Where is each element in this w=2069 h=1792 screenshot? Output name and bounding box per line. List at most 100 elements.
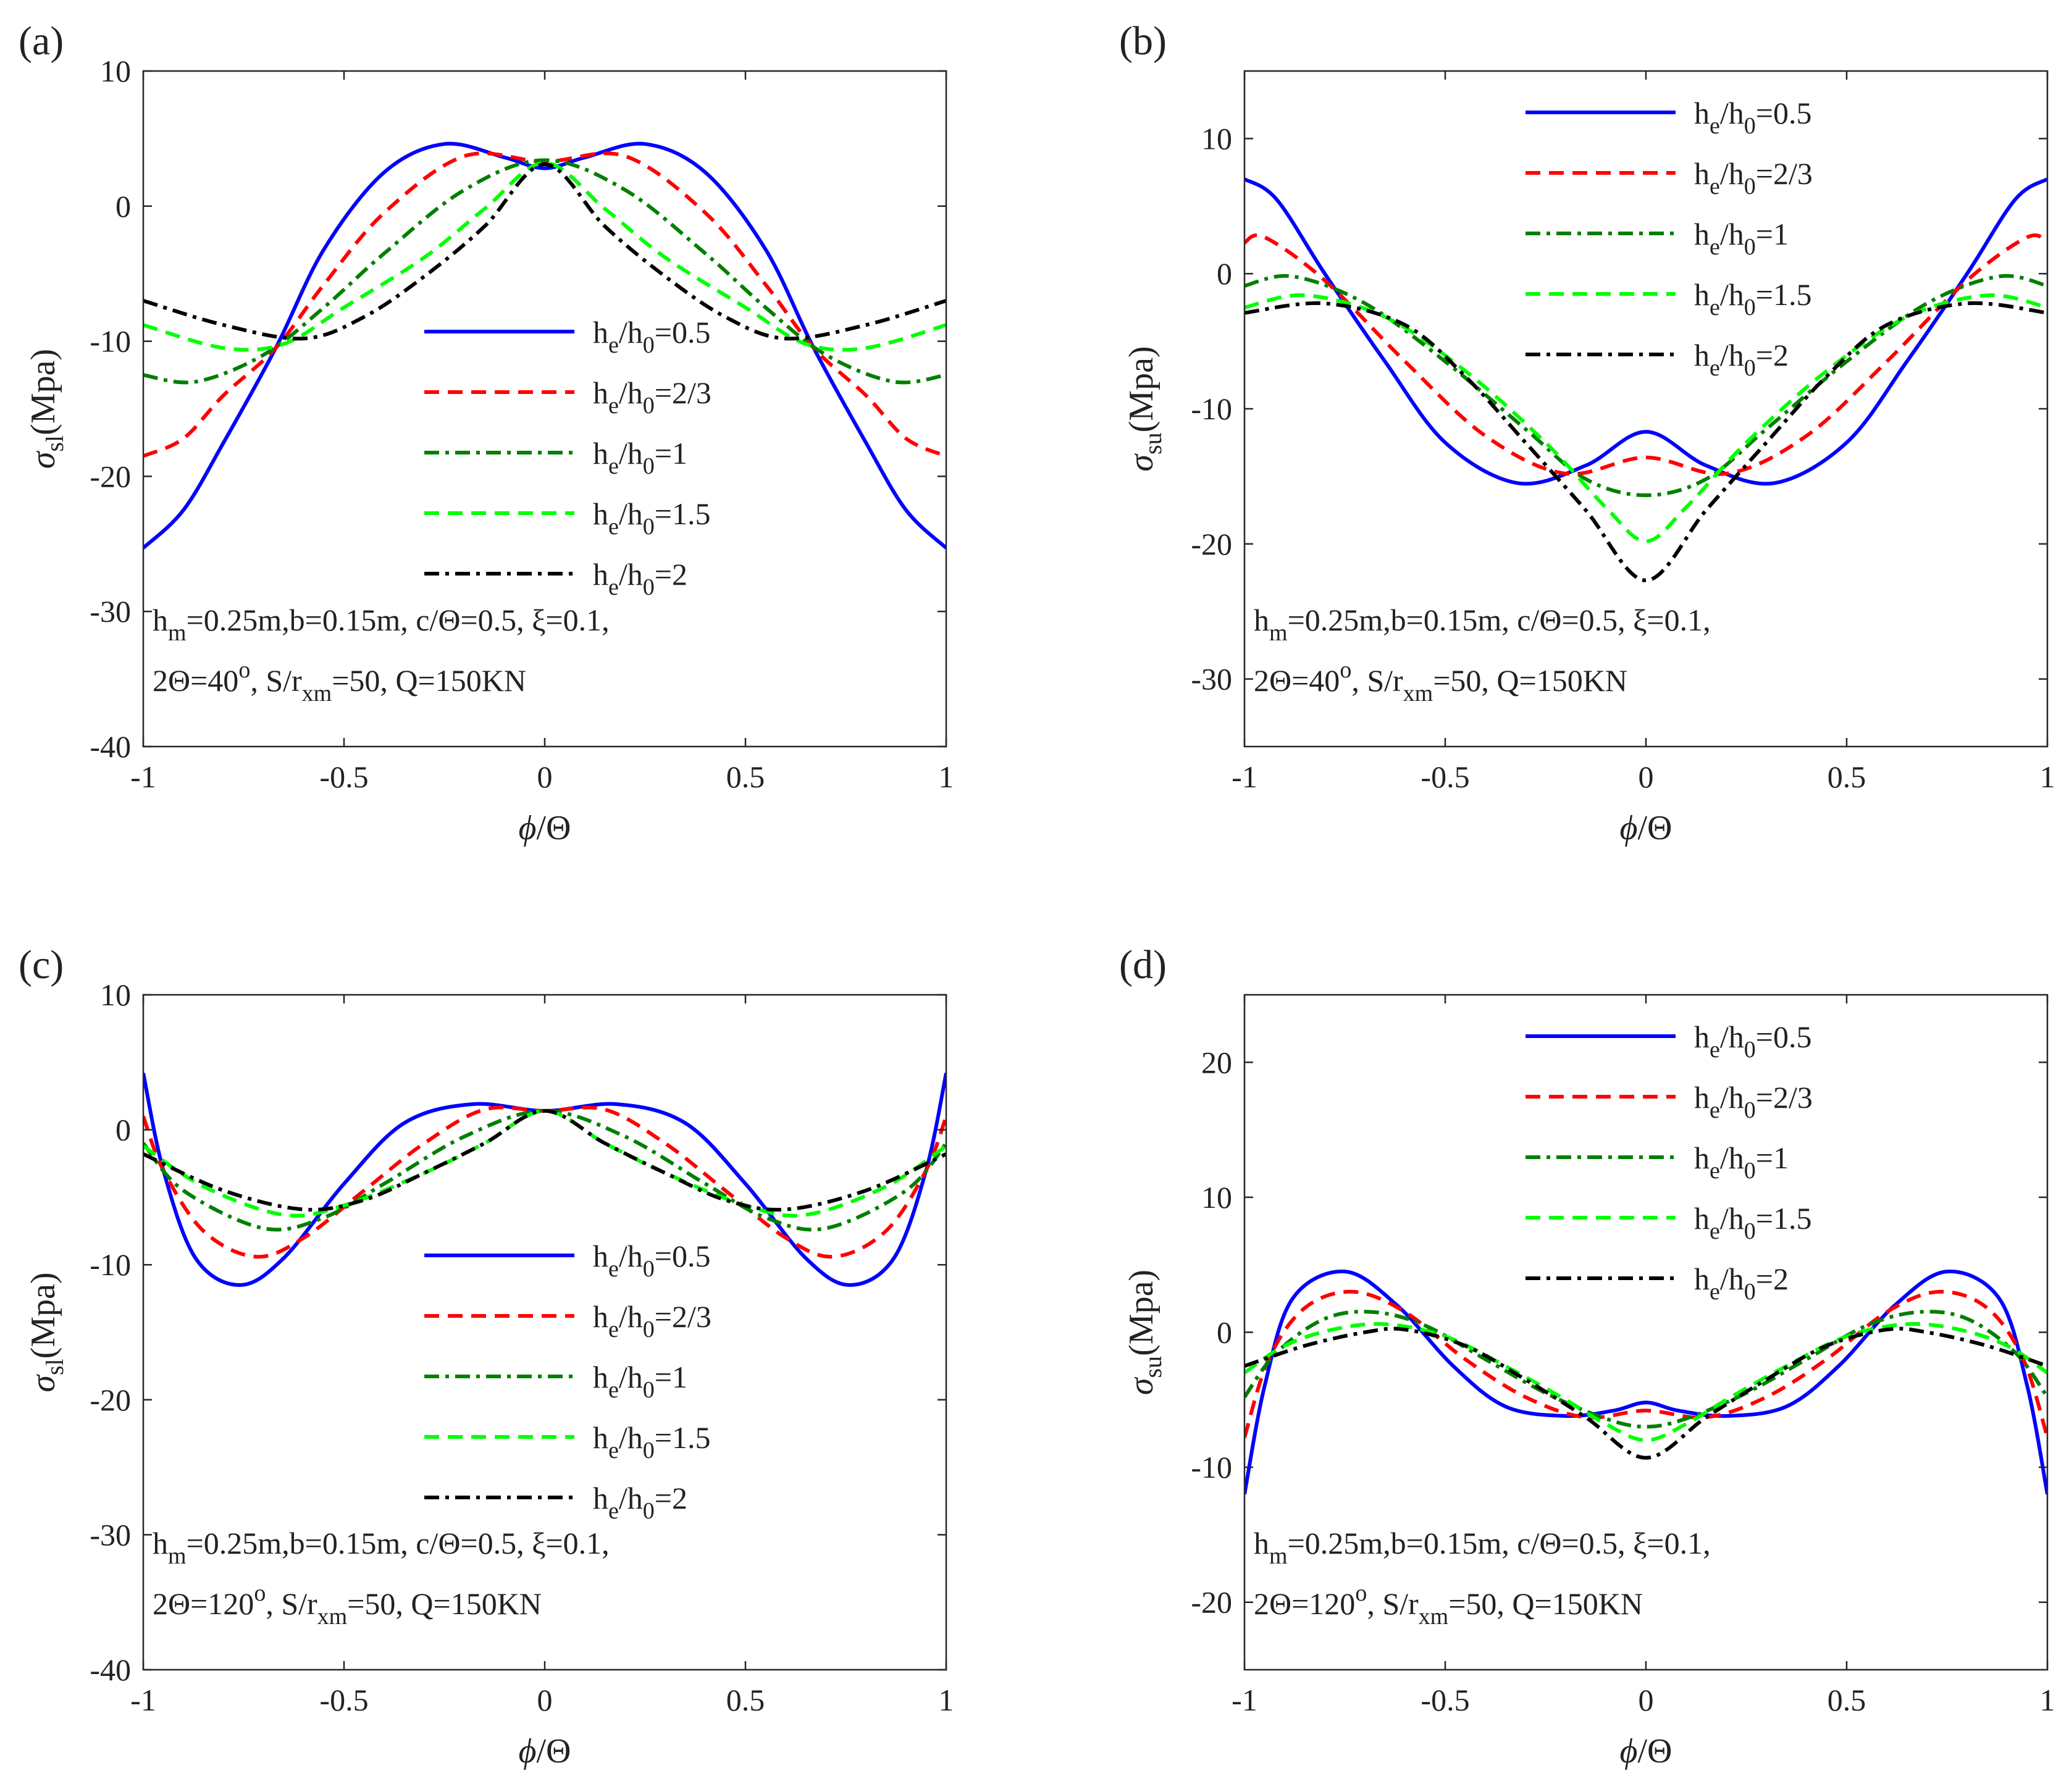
y-tick-label: -10	[90, 1247, 131, 1282]
legend-item: he/h0=2	[424, 557, 687, 600]
y-tick-label: 0	[1217, 1315, 1232, 1350]
y-tick-label: 10	[100, 978, 131, 1012]
legend-label: he/h0=0.5	[593, 1239, 710, 1282]
y-axis-subscript: su	[1139, 1356, 1167, 1378]
legend-sub-0: 0	[643, 1498, 655, 1524]
legend-slash-h: /h	[619, 1299, 643, 1334]
legend-h: h	[1694, 1141, 1710, 1175]
legend-item: he/h0=2/3	[1526, 156, 1813, 199]
legend-value: =2	[655, 557, 687, 592]
y-tick-label: 10	[1201, 1180, 1232, 1215]
y-tick-label: -30	[90, 594, 131, 629]
annotation-line-2: 2Θ=40o, S/rxm=50, Q=150KN	[1254, 657, 1627, 706]
legend-h: h	[593, 1360, 608, 1394]
y-tick-label: 0	[115, 189, 131, 224]
legend-label: he/h0=1.5	[1694, 277, 1811, 320]
annotation-line-2: 2Θ=120o, S/rxm=50, Q=150KN	[1254, 1580, 1643, 1630]
legend-item: he/h0=1	[1526, 217, 1789, 260]
y-axis-label: σsu(Mpa)	[1122, 346, 1167, 471]
annotation-superscript: o	[1340, 657, 1351, 683]
y-tick-label: -10	[1191, 1450, 1232, 1484]
legend-label: he/h0=1	[593, 1360, 687, 1403]
annotation-superscript: o	[1355, 1580, 1367, 1606]
x-tick-label: 0	[1639, 760, 1654, 794]
x-tick-label: 0	[537, 760, 553, 794]
legend-value: =2/3	[655, 1299, 711, 1334]
annotation-text: =50, Q=150KN	[332, 663, 526, 698]
legend: he/h0=0.5he/h0=2/3he/h0=1he/h0=1.5he/h0=…	[1526, 1020, 1813, 1305]
legend-h: h	[593, 557, 608, 592]
legend-sub-0: 0	[1744, 1218, 1756, 1244]
legend-label: he/h0=1.5	[1694, 1201, 1811, 1244]
y-axis-symbol: σ	[24, 450, 62, 469]
legend-sub-e: e	[608, 453, 619, 479]
annotation-text: =0.25m,b=0.15m, c/Θ=0.5, ξ=0.1,	[187, 1526, 610, 1560]
legend-h: h	[1694, 1080, 1710, 1115]
legend-value: =1.5	[655, 496, 711, 531]
legend-slash-h: /h	[619, 1360, 643, 1394]
y-tick-label: -20	[1191, 1585, 1232, 1620]
annotation-subscript: xm	[317, 1604, 348, 1630]
legend-value: =0.5	[655, 315, 711, 350]
legend-label: he/h0=1	[1694, 1141, 1789, 1184]
legend-slash-h: /h	[619, 557, 643, 592]
legend-h: h	[593, 315, 608, 350]
annotation-text: h	[1254, 603, 1269, 637]
legend-slash-h: /h	[619, 315, 643, 350]
legend-item: he/h0=1.5	[1526, 277, 1811, 320]
annotation-text: =0.25m,b=0.15m, c/Θ=0.5, ξ=0.1,	[1288, 1526, 1711, 1560]
legend-value: =1.5	[1756, 1201, 1812, 1236]
annotation-superscript: o	[238, 657, 250, 683]
annotation-superscript: o	[254, 1580, 266, 1606]
annotation-subscript: m	[1269, 620, 1288, 646]
series-line-3	[1244, 274, 2047, 497]
legend-value: =1	[655, 436, 687, 471]
legend-item: he/h0=1.5	[424, 496, 710, 540]
series-line-4	[1244, 1322, 2047, 1442]
x-tick-label: -1	[130, 1683, 156, 1717]
legend-sub-0: 0	[1744, 355, 1756, 381]
annotation-line-2: 2Θ=120o, S/rxm=50, Q=150KN	[153, 1580, 542, 1630]
legend-slash-h: /h	[619, 496, 643, 531]
legend-slash-h: /h	[1720, 1020, 1744, 1054]
y-tick-label: 0	[1217, 256, 1232, 291]
series-line-4	[143, 1109, 946, 1218]
annotation-text: h	[153, 1526, 168, 1560]
x-tick-label: -1	[130, 760, 156, 794]
legend-h: h	[1694, 1262, 1710, 1296]
legend-label: he/h0=0.5	[593, 315, 710, 358]
legend-h: h	[1694, 1201, 1710, 1236]
annotation-line-1: hm=0.25m,b=0.15m, c/Θ=0.5, ξ=0.1,	[1254, 1526, 1711, 1569]
series-group	[1244, 1270, 2047, 1495]
y-axis-label: σsl(Mpa)	[24, 349, 69, 469]
annotation-text: 2Θ=120	[1254, 1586, 1355, 1621]
legend-slash-h: /h	[1720, 156, 1744, 191]
legend-sub-e: e	[608, 514, 619, 540]
y-tick-label: -30	[90, 1517, 131, 1552]
legend-h: h	[1694, 96, 1710, 130]
panel-label: (d)	[1119, 942, 1167, 987]
x-axis-text: /Θ	[536, 809, 571, 847]
series-line-5	[143, 1109, 946, 1212]
legend-sub-0: 0	[1744, 234, 1756, 260]
legend-value: =0.5	[1756, 1020, 1812, 1054]
chart-panel-b: (b)-1 -0.5 0 0.5 1100-10-20-30ϕ/Θσsu(Mpa)he/…	[1119, 19, 2055, 847]
legend-h: h	[593, 1420, 608, 1455]
legend-value: =2/3	[1756, 1080, 1813, 1115]
x-tick-label: 0	[537, 1683, 553, 1717]
x-tick-label: 1	[2040, 760, 2055, 794]
chart-panel-a: (a) -1 -0.5 0 0.5 1 10 0 -10 -20 -30 -40 ϕ/Θ σsl(Mpa)…	[19, 19, 954, 847]
legend-h: h	[593, 375, 608, 410]
x-tick-label: -1	[1232, 1683, 1257, 1717]
legend-sub-e: e	[1710, 1158, 1720, 1184]
legend-sub-e: e	[1710, 295, 1720, 320]
legend-sub-e: e	[1710, 113, 1720, 139]
x-tick-label: -1	[1232, 760, 1257, 794]
legend-slash-h: /h	[1720, 96, 1744, 130]
annotation-text: 2Θ=120	[153, 1586, 254, 1621]
legend-sub-0: 0	[1744, 113, 1756, 139]
series-line-1	[1244, 1270, 2047, 1495]
x-axis-label: ϕ/Θ	[1620, 1732, 1672, 1770]
y-axis-label: σsu(Mpa)	[1122, 1270, 1167, 1395]
legend-sub-e: e	[608, 1317, 619, 1342]
